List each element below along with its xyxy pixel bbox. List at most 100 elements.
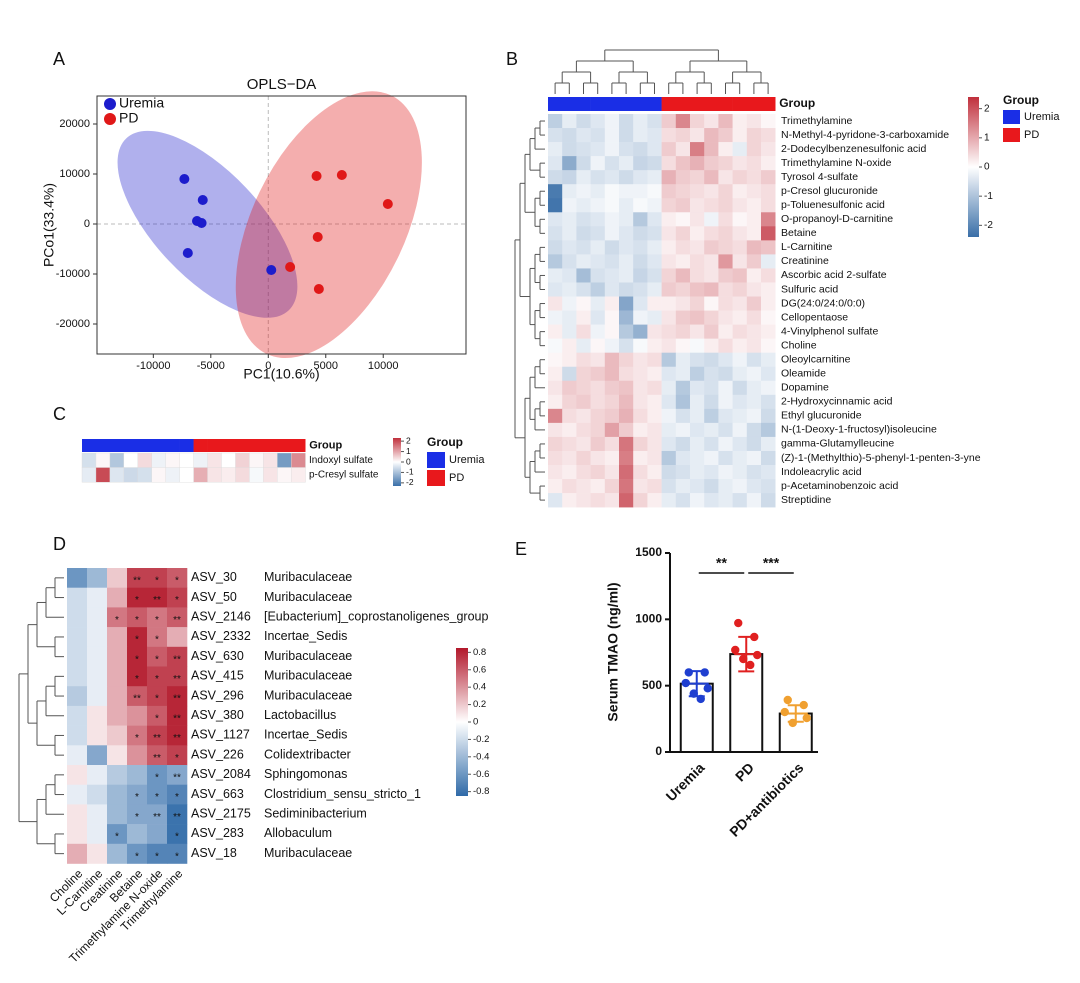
row-label: 4-Vinylphenol sulfate: [781, 325, 878, 337]
panel-label: D: [53, 534, 66, 554]
heatmap-cell: [263, 452, 278, 469]
heatmap-cell: [590, 268, 606, 283]
heatmap-cell: [704, 268, 719, 283]
heatmap-cell: [746, 324, 762, 339]
heatmap-cell: [562, 479, 577, 494]
heatmap-cell: [221, 467, 236, 483]
heatmap-cell: [746, 198, 762, 213]
row-label: Cellopentaose: [781, 311, 848, 323]
heatmap-cell: [619, 268, 634, 283]
heatmap-cell: [633, 254, 648, 269]
colorbar: [393, 438, 401, 486]
row-taxon: Muribaculaceae: [264, 649, 352, 663]
heatmap-cell: [619, 324, 634, 339]
heatmap-cell: [690, 352, 705, 368]
heatmap-cell: [562, 268, 577, 283]
heatmap-cell: [179, 467, 195, 483]
row-label: ASV_296: [191, 688, 244, 702]
heatmap-cell: [647, 436, 662, 452]
row-label: Streptidine: [781, 494, 831, 506]
heatmap-cell: [619, 436, 634, 452]
significance-star: *: [155, 615, 159, 626]
row-label: L-Carnitine: [781, 241, 833, 253]
heatmap-cell: [87, 843, 108, 864]
heatmap-cell: [718, 212, 733, 227]
heatmap-cell: [87, 824, 108, 845]
heatmap-cell: [548, 436, 563, 452]
row-label: ASV_2175: [191, 807, 251, 821]
heatmap-cell: [548, 380, 563, 396]
heatmap-cell: [761, 114, 776, 129]
row-taxon: Allobaculum: [264, 826, 332, 840]
heatmap-cell: [562, 212, 577, 227]
heatmap-cell: [619, 380, 634, 396]
heatmap-cell: [675, 394, 691, 410]
row-label: ASV_380: [191, 708, 244, 722]
significance-label: ***: [763, 555, 780, 571]
heatmap-cell: [147, 587, 168, 608]
heatmap-cell: [291, 452, 306, 469]
heatmap-cell: [167, 745, 188, 766]
group-bar-cell: [690, 97, 705, 111]
heatmap-cell: [704, 493, 719, 508]
group-bar-cell: [548, 97, 563, 111]
legend-marker: [104, 98, 116, 110]
heatmap-cell: [604, 282, 620, 297]
heatmap-cell: [746, 240, 762, 255]
heatmap-cell: [690, 408, 705, 424]
heatmap-cell: [604, 156, 620, 171]
heatmap-cell: [718, 436, 733, 452]
heatmap-cell: [576, 324, 591, 339]
heatmap-cell: [604, 394, 620, 410]
row-label: (Z)-1-(Methylthio)-5-phenyl-1-penten-3-y…: [781, 452, 981, 464]
heatmap-cell: [704, 408, 719, 424]
heatmap-cell: [732, 282, 748, 297]
point: [285, 262, 296, 272]
heatmap-cell: [604, 212, 620, 227]
row-taxon: Muribaculaceae: [264, 570, 352, 584]
heatmap-cell: [633, 198, 648, 213]
heatmap-cell: [675, 198, 691, 213]
heatmap-cell: [590, 394, 606, 410]
group-bar-cell: [193, 439, 208, 452]
heatmap-cell: [576, 254, 591, 269]
heatmap-cell: [147, 646, 168, 667]
heatmap-cell: [690, 394, 705, 410]
heatmap-cell: [704, 310, 719, 325]
heatmap-cell: [718, 338, 733, 353]
heatmap-cell: [590, 114, 606, 129]
heatmap-cell: [67, 568, 88, 588]
point: [739, 654, 748, 664]
heatmap-cell: [590, 338, 606, 353]
heatmap-cell: [193, 452, 209, 469]
heatmap-cell: [718, 198, 733, 213]
heatmap-cell: [604, 380, 620, 396]
row-taxon: Muribaculaceae: [264, 846, 352, 860]
group-bar-cell: [761, 97, 776, 111]
heatmap-cell: [661, 310, 677, 325]
heatmap-cell: [732, 184, 748, 199]
row-label: ASV_663: [191, 787, 244, 801]
heatmap-cell: [761, 380, 776, 396]
colorbar-tick-label: -0.4: [473, 751, 489, 762]
group-bar-cell: [562, 97, 577, 111]
heatmap-cell: [746, 493, 762, 508]
point: [802, 713, 811, 723]
heatmap-cell: [647, 352, 662, 368]
row-label: ASV_226: [191, 747, 244, 761]
heatmap-cell: [107, 646, 128, 667]
heatmap-cell: [590, 493, 606, 508]
heatmap-cell: [761, 310, 776, 325]
heatmap-cell: [675, 465, 691, 480]
row-label: Ethyl glucuronide: [781, 410, 862, 422]
heatmap-cell: [548, 366, 563, 382]
heatmap-cell: [761, 156, 776, 171]
point: [746, 660, 755, 670]
significance-star: **: [153, 733, 161, 744]
heatmap-cell: [604, 422, 620, 438]
heatmap-cell: [732, 226, 748, 241]
heatmap-cell: [661, 493, 677, 508]
heatmap-cell: [732, 212, 748, 227]
heatmap-cell: [718, 450, 733, 466]
heatmap-cell: [704, 226, 719, 241]
